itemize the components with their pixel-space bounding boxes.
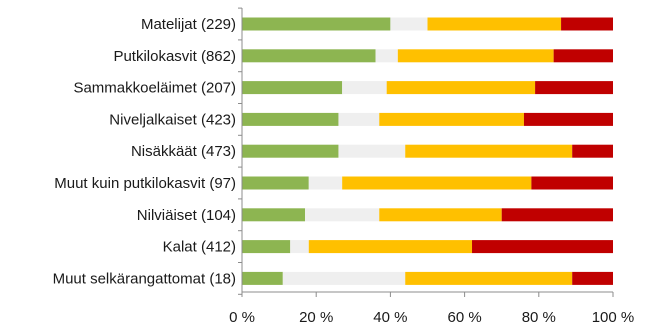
bar-segment (242, 112, 339, 126)
bar-segment (338, 144, 406, 158)
bar-segment (379, 208, 502, 222)
x-tick-label: 0 % (229, 309, 255, 326)
bar-segment (242, 17, 391, 31)
category-label: Nilviäiset (104) (137, 207, 236, 224)
bar-segment (572, 271, 613, 285)
category-label: Nisäkkäät (473) (131, 143, 236, 160)
bar-segment (242, 271, 283, 285)
x-tick-label: 40 % (373, 309, 407, 326)
bar-segment (386, 81, 536, 95)
bar-segment (427, 17, 562, 31)
bar-segment (405, 144, 573, 158)
bar-segment (305, 208, 380, 222)
category-label: Sammakkoeläimet (207) (73, 80, 236, 97)
bar-segment (342, 81, 387, 95)
bar-segment (308, 240, 473, 254)
bar-segment (342, 176, 532, 190)
x-tick-label: 80 % (522, 309, 556, 326)
bar-segment (308, 176, 343, 190)
x-tick-label: 100 % (592, 309, 635, 326)
bar-segment (375, 49, 398, 63)
bar-segment (397, 49, 554, 63)
bar-segment (531, 176, 613, 190)
category-label: Niveljalkaiset (423) (109, 111, 236, 128)
bars-layer (242, 17, 613, 285)
category-label: Putkilokasvit (862) (113, 48, 236, 65)
bar-segment (242, 176, 309, 190)
bar-segment (553, 49, 613, 63)
bar-segment (561, 17, 613, 31)
bar-segment (405, 271, 573, 285)
bar-segment (338, 112, 380, 126)
x-tick-label: 60 % (447, 309, 481, 326)
category-label: Muut selkärangattomat (18) (53, 270, 236, 287)
bar-segment (572, 144, 613, 158)
bar-segment (290, 240, 309, 254)
bar-segment (242, 208, 306, 222)
bar-segment (379, 112, 524, 126)
bar-segment (242, 144, 339, 158)
bar-segment (242, 49, 376, 63)
bar-segment (523, 112, 613, 126)
bar-segment (501, 208, 613, 222)
category-labels: Matelijat (229) Putkilokasvit (862) Sammak… (53, 16, 236, 287)
bar-segment (282, 271, 406, 285)
bar-segment (535, 81, 613, 95)
category-label: Muut kuin putkilokasvit (97) (54, 175, 236, 192)
category-label: Matelijat (229) (141, 16, 236, 33)
x-axis: 0 % 20 % 40 % 60 % 80 % 100 % (229, 7, 635, 326)
x-tick-label: 20 % (299, 309, 333, 326)
bar-segment (242, 81, 343, 95)
bar-segment (390, 17, 428, 31)
bar-segment (242, 240, 291, 254)
bar-segment (472, 240, 613, 254)
category-label: Kalat (412) (163, 239, 236, 256)
